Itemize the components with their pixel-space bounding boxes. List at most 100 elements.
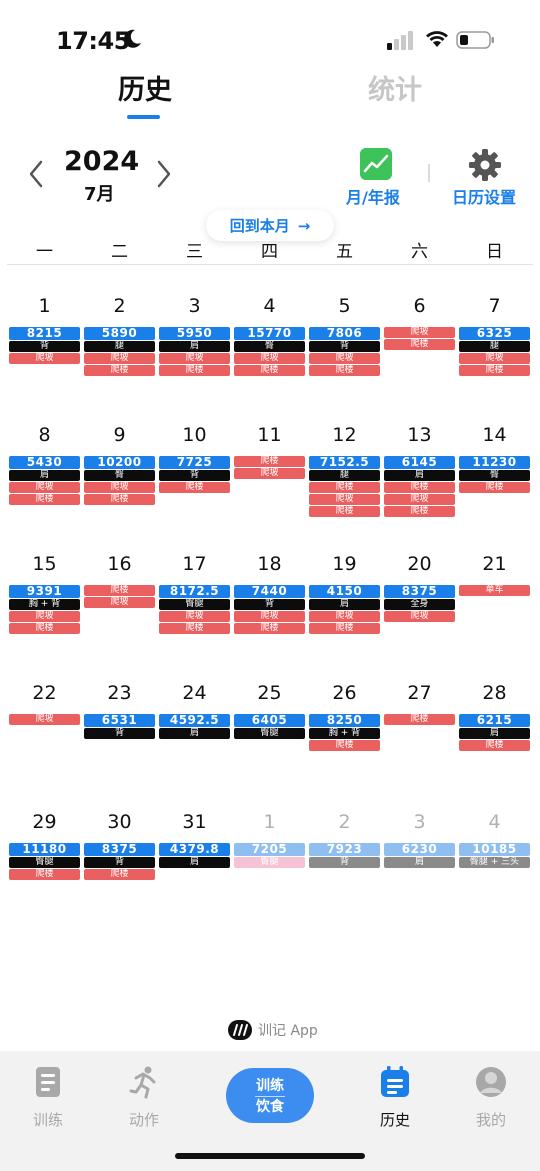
activity-tag: 爬坡 [9,482,80,493]
day-number: 3 [188,295,201,317]
activity-tag: 腿 [309,470,380,481]
activity-tag: 爬楼 [84,585,155,596]
activity-tag: 爬坡 [9,353,80,364]
day-number: 19 [332,553,357,575]
train-diet-button[interactable]: 训练 饮食 [226,1068,314,1123]
day-tags: 8250 胸 + 背爬楼 [309,714,380,752]
activity-tag: 臀 [84,470,155,481]
day-tags: 6215 肩爬楼 [459,714,530,752]
day-number: 13 [407,424,432,446]
activity-tag: 爬坡 [384,494,455,505]
day-number: 5 [338,295,351,317]
activity-tag: 爬楼 [84,869,155,880]
activity-tag: 臀腿 [9,857,80,868]
day-number: 15 [32,553,57,575]
month-label: 7月 [84,184,115,205]
activity-tag: 爬坡 [84,597,155,608]
volume-tag: 6325 [459,327,530,340]
activity-tag: 爬楼 [159,623,230,634]
nav-history-label: 历史 [379,1111,410,1129]
arrow-right-icon: → [297,216,311,235]
nav-action[interactable]: 动作 [104,1065,184,1130]
day-number: 26 [332,682,357,704]
day-number: 25 [257,682,282,704]
day-number: 4 [263,295,276,317]
activity-tag: 背 [9,341,80,352]
day-number: 1 [263,811,276,833]
volume-tag: 11230 [459,456,530,469]
day-tags: 8215 背爬坡 [9,327,80,365]
tab-history[interactable]: 历史 [118,75,172,106]
day-tags: 8375 背爬楼 [84,843,155,881]
day-number: 17 [182,553,207,575]
chevron-left-icon[interactable] [24,158,48,190]
activity-tag: 爬楼 [234,623,305,634]
center-button-top-label: 训练 [256,1078,284,1094]
brand-name: 训记 App [258,1023,318,1039]
gear-icon[interactable] [468,148,502,182]
day-tags: 爬楼 [384,714,455,726]
day-number: 18 [257,553,282,575]
volume-tag: 7205 [234,843,305,856]
activity-tag: 爬坡 [384,327,455,338]
day-tags: 5430 肩爬坡 爬楼 [9,456,80,506]
year-label: 2024 [64,146,140,177]
nav-history[interactable]: 历史 [355,1065,435,1130]
day-number: 21 [482,553,507,575]
back-to-current-month-button[interactable]: 回到本月 → [206,210,334,241]
volume-tag: 8215 [9,327,80,340]
day-number: 3 [413,811,426,833]
day-tags: 7152.5 腿爬楼 爬坡 爬楼 [309,456,380,518]
day-tags: 单车 [459,585,530,597]
activity-tag: 爬坡 [384,611,455,622]
activity-tag: 爬楼 [159,365,230,376]
activity-tag: 爬坡 [459,353,530,364]
weekday-wed: 三 [186,242,203,262]
day-number: 22 [32,682,57,704]
activity-tag: 爬楼 [459,740,530,751]
day-tags: 爬坡 [9,714,80,726]
volume-tag: 8172.5 [159,585,230,598]
activity-tag: 爬坡 [9,611,80,622]
nav-me[interactable]: 我的 [451,1065,531,1130]
day-number: 12 [332,424,357,446]
day-number: 28 [482,682,507,704]
brand-footer: 训记 App [228,1020,318,1040]
activity-tag: 背 [84,857,155,868]
activity-tag: 爬坡 [159,611,230,622]
activity-tag: 爬楼 [9,494,80,505]
trend-chart-icon[interactable] [360,148,392,180]
day-tags: 8375 全身 爬坡 [384,585,455,623]
activity-tag: 爬楼 [384,714,455,725]
activity-tag: 爬楼 [84,494,155,505]
activity-tag: 爬楼 [309,482,380,493]
day-tags: 11230 臀爬楼 [459,456,530,494]
day-number: 30 [107,811,132,833]
report-button[interactable]: 月/年报 [346,188,400,207]
day-tags: 7923 背 [309,843,380,869]
chevron-right-icon[interactable] [152,158,176,190]
calendar-settings-button[interactable]: 日历设置 [452,188,517,207]
volume-tag: 6215 [459,714,530,727]
activity-tag: 爬楼 [309,740,380,751]
weekday-fri: 五 [336,242,353,262]
day-number: 31 [182,811,207,833]
weekday-sat: 六 [411,242,428,262]
activity-tag: 肩 [309,599,380,610]
app-logo-icon [228,1020,252,1040]
volume-tag: 6531 [84,714,155,727]
activity-tag: 爬楼 [459,482,530,493]
tab-stats[interactable]: 统计 [368,75,422,106]
status-bar: 17:45 [0,0,540,70]
activity-tag: 爬坡 [234,468,305,479]
volume-tag: 7152.5 [309,456,380,469]
day-tags: 爬楼 爬坡 [234,456,305,480]
activity-tag: 肩 [159,728,230,739]
activity-tag: 爬楼 [159,482,230,493]
nav-train[interactable]: 训练 [8,1065,88,1130]
day-tags: 6405 臀腿 [234,714,305,740]
activity-tag: 爬楼 [384,482,455,493]
volume-tag: 8375 [84,843,155,856]
day-number: 27 [407,682,432,704]
day-tags: 5890 腿爬坡 爬楼 [84,327,155,377]
